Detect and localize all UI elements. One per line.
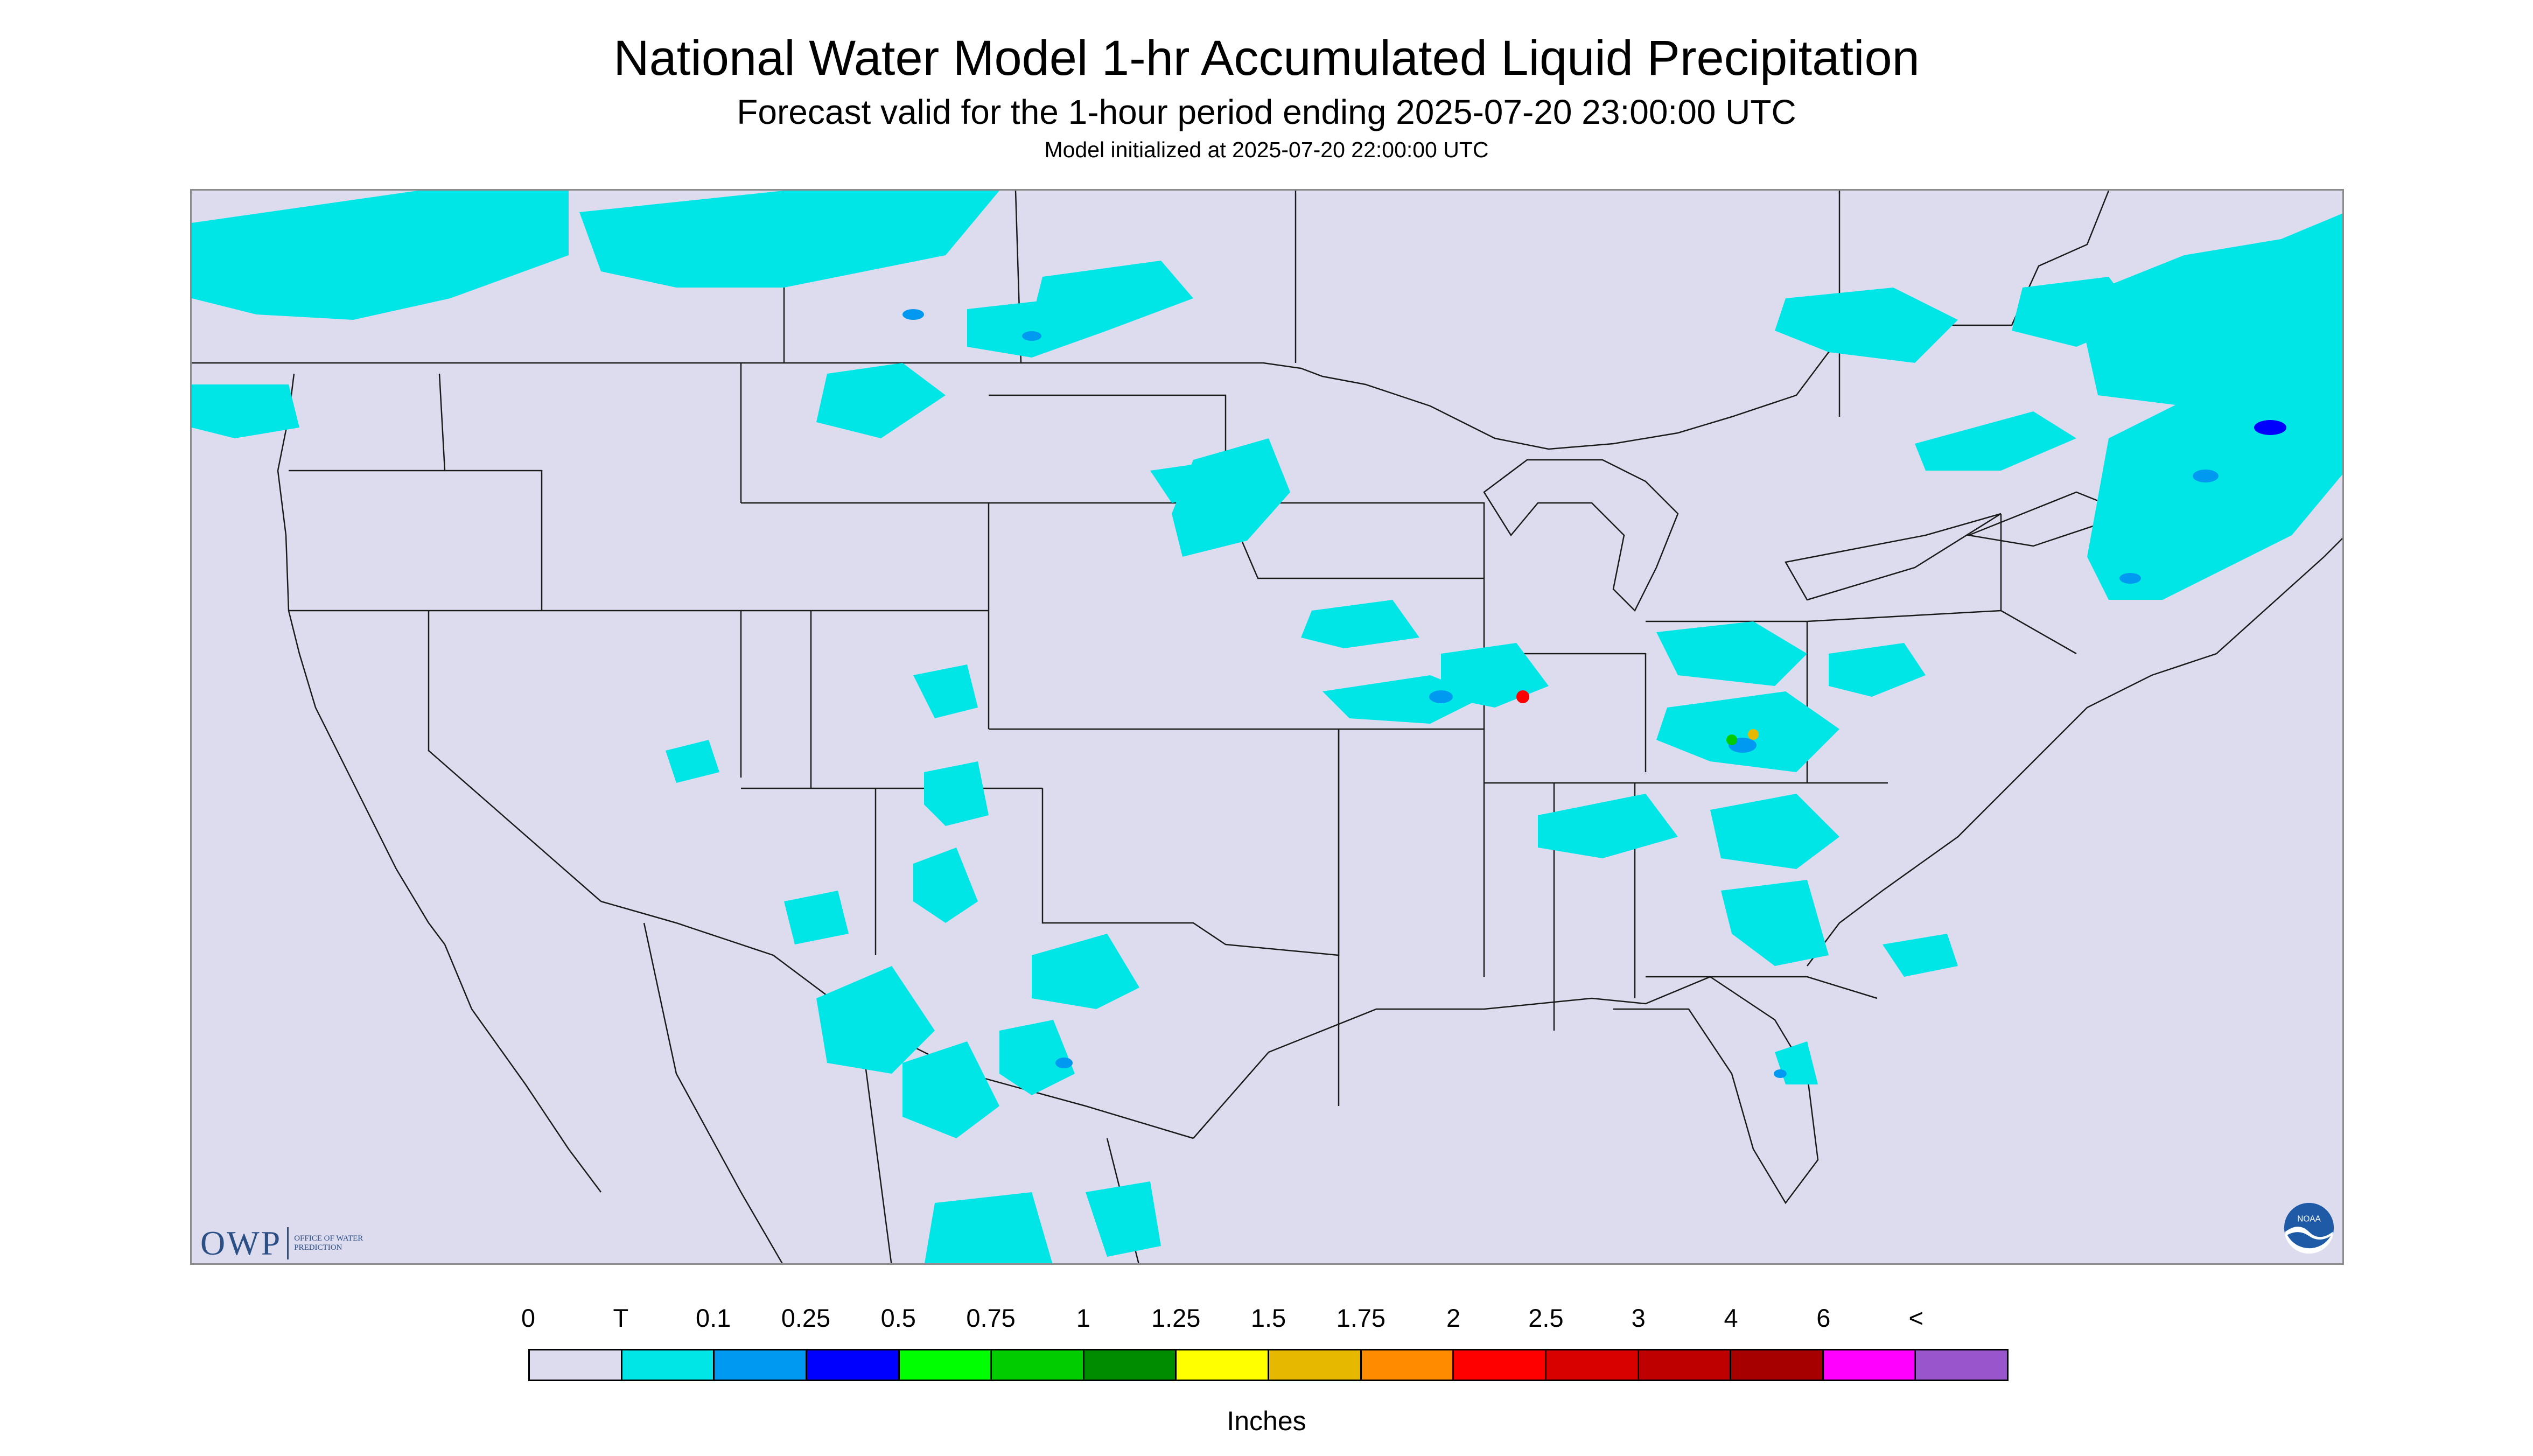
owp-logo-text: OFFICE OF WATER PREDICTION: [294, 1234, 363, 1252]
map-subtitle: Forecast valid for the 1-hour period end…: [737, 93, 1796, 131]
precip-heavy-cells: [902, 309, 2286, 1078]
legend-swatch: [807, 1350, 900, 1380]
legend-swatches: [528, 1349, 2009, 1381]
owp-logo: OWP OFFICE OF WATER PREDICTION: [200, 1223, 375, 1263]
legend-tick-label: 1.25: [1151, 1304, 1201, 1332]
legend-swatch: [1084, 1350, 1177, 1380]
legend-swatch: [1731, 1350, 1824, 1380]
legend-swatch: [1639, 1350, 1732, 1380]
boundary-lines: [192, 191, 2342, 1263]
out-of-domain-left: [192, 573, 471, 1263]
legend-tick-label: 0.25: [781, 1304, 831, 1332]
legend-units: Inches: [1227, 1406, 1306, 1436]
legend-swatch: [530, 1350, 622, 1380]
map-canvas: [192, 191, 2342, 1263]
legend-tick-label: <: [1908, 1304, 1923, 1332]
map-title: National Water Model 1-hr Accumulated Li…: [613, 31, 1920, 86]
legend-swatch: [1546, 1350, 1639, 1380]
out-of-domain-right: [2003, 672, 2342, 1263]
legend-swatch: [1269, 1350, 1362, 1380]
model-init-time: Model initialized at 2025-07-20 22:00:00…: [1044, 137, 1489, 162]
legend-swatch: [715, 1350, 807, 1380]
legend-tick-label: 0.75: [966, 1304, 1016, 1332]
legend-tick-label: 0.5: [880, 1304, 916, 1332]
legend-swatch: [1177, 1350, 1269, 1380]
color-legend: 0 T 0.1 0.25 0.5 0.75 1 1.25 1.5 1.75 2 2.5 3 4 6 < Inc…: [0, 1303, 2533, 1436]
noaa-logo: NOAA: [2284, 1202, 2334, 1254]
legend-tick-label: 4: [1724, 1304, 1738, 1332]
legend-tick-label: 0: [521, 1304, 536, 1332]
precipitation-map: [190, 189, 2344, 1265]
legend-tick-label: 6: [1816, 1304, 1831, 1332]
legend-swatch: [622, 1350, 715, 1380]
legend-tick-label: 2: [1446, 1304, 1461, 1332]
legend-tick-label: 1.5: [1250, 1304, 1286, 1332]
legend-tick-label: 0.1: [695, 1304, 731, 1332]
legend-swatch: [992, 1350, 1084, 1380]
noaa-logo-text: NOAA: [2297, 1214, 2321, 1223]
legend-swatch: [1916, 1350, 2007, 1380]
legend-tick-label: 1: [1076, 1304, 1090, 1332]
legend-tick-label: T: [613, 1304, 629, 1332]
owp-logo-divider: [287, 1227, 289, 1259]
legend-tick-label: 3: [1631, 1304, 1646, 1332]
legend-swatch: [1454, 1350, 1547, 1380]
legend-swatch: [899, 1350, 992, 1380]
precip-trace-areas: [192, 191, 2342, 1263]
legend-swatch: [1823, 1350, 1916, 1380]
owp-logo-letters: OWP: [200, 1224, 282, 1262]
legend-tick-label: 2.5: [1528, 1304, 1564, 1332]
legend-swatch: [1361, 1350, 1454, 1380]
legend-tick-label: 1.75: [1336, 1304, 1386, 1332]
